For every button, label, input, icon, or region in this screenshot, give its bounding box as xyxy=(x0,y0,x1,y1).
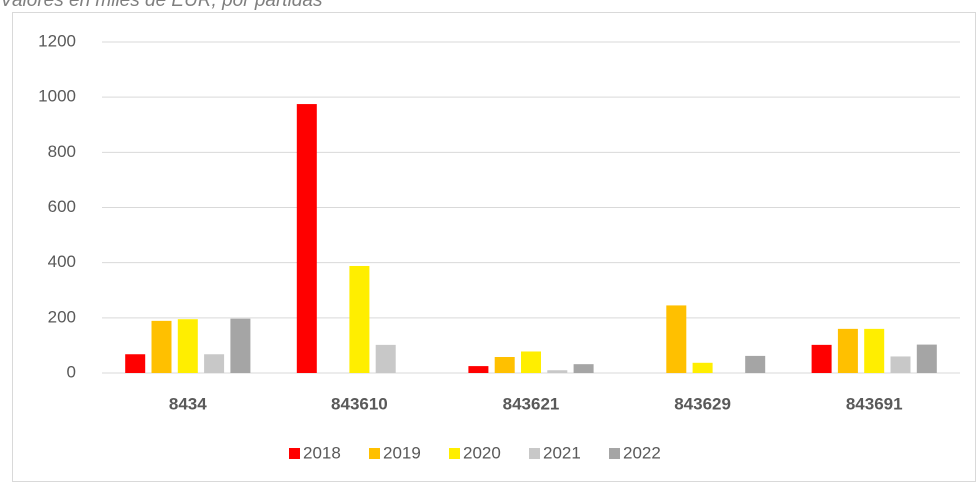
bar xyxy=(666,305,687,373)
legend-swatch xyxy=(609,448,620,459)
bar xyxy=(349,265,370,373)
bar xyxy=(230,318,251,373)
x-tick-label: 8434 xyxy=(169,394,207,413)
bar xyxy=(811,344,832,373)
bar xyxy=(177,319,198,373)
bar xyxy=(916,344,937,373)
legend-label: 2019 xyxy=(383,443,421,462)
y-tick-label: 200 xyxy=(48,307,76,326)
bar xyxy=(296,104,317,373)
legend-swatch xyxy=(449,448,460,459)
bar xyxy=(125,354,146,373)
x-tick-label: 843629 xyxy=(674,394,731,413)
bar xyxy=(692,362,713,373)
y-tick-label: 1200 xyxy=(38,31,76,50)
bar xyxy=(547,370,568,373)
bar xyxy=(864,328,885,373)
x-tick-label: 843621 xyxy=(503,394,560,413)
bar xyxy=(204,354,225,373)
bar xyxy=(494,357,515,373)
bar xyxy=(837,328,858,373)
legend-label: 2022 xyxy=(623,443,661,462)
bar xyxy=(151,320,172,373)
bar xyxy=(521,351,541,373)
y-tick-label: 800 xyxy=(48,142,76,161)
y-tick-label: 1000 xyxy=(38,87,76,106)
legend-swatch xyxy=(289,448,300,459)
x-tick-label: 843691 xyxy=(846,394,903,413)
chart-title: Valores en miles de EUR, por partidas xyxy=(0,0,323,11)
x-tick-label: 843610 xyxy=(331,394,388,413)
legend-swatch xyxy=(529,448,540,459)
legend-label: 2021 xyxy=(543,443,581,462)
bar xyxy=(468,366,489,373)
bar xyxy=(375,344,396,373)
bar xyxy=(890,356,911,373)
chart-frame xyxy=(12,12,976,482)
bar xyxy=(745,355,766,373)
legend-swatch xyxy=(369,448,380,459)
legend-label: 2020 xyxy=(463,443,501,462)
y-tick-label: 400 xyxy=(48,252,76,271)
legend-label: 2018 xyxy=(303,443,341,462)
bar xyxy=(573,364,594,373)
y-tick-label: 600 xyxy=(48,197,76,216)
clip-band xyxy=(0,0,977,11)
y-tick-label: 0 xyxy=(67,362,76,381)
